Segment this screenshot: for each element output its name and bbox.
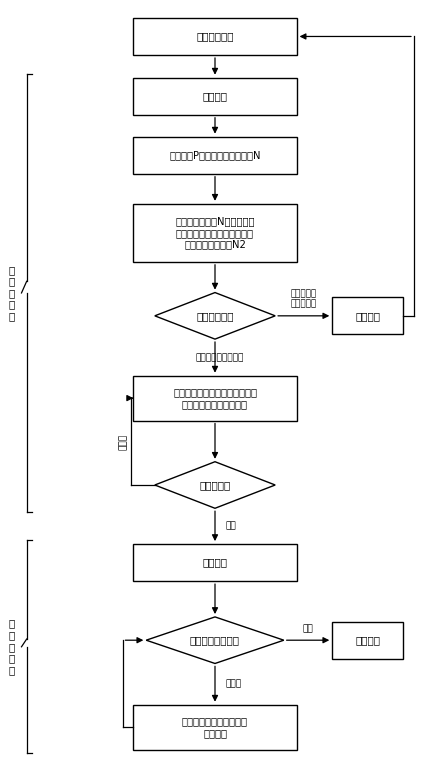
Text: 未收敛: 未收敛 bbox=[119, 434, 128, 449]
Polygon shape bbox=[146, 617, 284, 663]
Text: 收敛: 收敛 bbox=[303, 624, 313, 633]
Polygon shape bbox=[155, 462, 275, 508]
Text: 力收敛判定: 力收敛判定 bbox=[200, 480, 230, 490]
Bar bbox=[133, 204, 297, 262]
Text: 调整模型: 调整模型 bbox=[355, 311, 380, 320]
Bar bbox=[133, 705, 297, 750]
Text: 大
弹
模
迭
代: 大 弹 模 迭 代 bbox=[9, 265, 15, 321]
Text: 非整体可行
预应力模态: 非整体可行 预应力模态 bbox=[291, 289, 317, 308]
Text: 力和位移收敛判定: 力和位移收敛判定 bbox=[190, 636, 240, 645]
Text: 缩小弹模: 缩小弹模 bbox=[203, 558, 227, 567]
Bar bbox=[133, 137, 297, 174]
Bar bbox=[133, 78, 297, 115]
Bar bbox=[332, 622, 403, 659]
Text: 更新预应力与节点坐标，
回弹计算: 更新预应力与节点坐标， 回弹计算 bbox=[182, 716, 248, 738]
Text: 收敛: 收敛 bbox=[226, 521, 236, 531]
Bar bbox=[133, 18, 297, 55]
Text: 将单元内力模态N放大适当倍
数，作为预应力施加至结构，
回弹求解内力模态N2: 将单元内力模态N放大适当倍 数，作为预应力施加至结构， 回弹求解内力模态N2 bbox=[175, 217, 255, 249]
Text: 整体可行预应力模态: 整体可行预应力模态 bbox=[195, 353, 243, 362]
Text: 输出结果: 输出结果 bbox=[355, 636, 380, 645]
Text: 上一步得到的内力模态作为预应
力施加至结构，回弹计算: 上一步得到的内力模态作为预应 力施加至结构，回弹计算 bbox=[173, 387, 257, 409]
Text: 内力模态判定: 内力模态判定 bbox=[196, 311, 234, 320]
Text: 放大弹模: 放大弹模 bbox=[203, 92, 227, 101]
Bar bbox=[133, 376, 297, 421]
Text: 建立初始模型: 建立初始模型 bbox=[196, 32, 234, 41]
Text: 未收敛: 未收敛 bbox=[226, 680, 242, 688]
Text: 小
弹
模
迭
代: 小 弹 模 迭 代 bbox=[9, 618, 15, 675]
Bar bbox=[133, 544, 297, 581]
Polygon shape bbox=[155, 293, 275, 339]
Bar bbox=[332, 297, 403, 334]
Text: 施加预载P，求得单元内力模态N: 施加预载P，求得单元内力模态N bbox=[169, 151, 261, 160]
